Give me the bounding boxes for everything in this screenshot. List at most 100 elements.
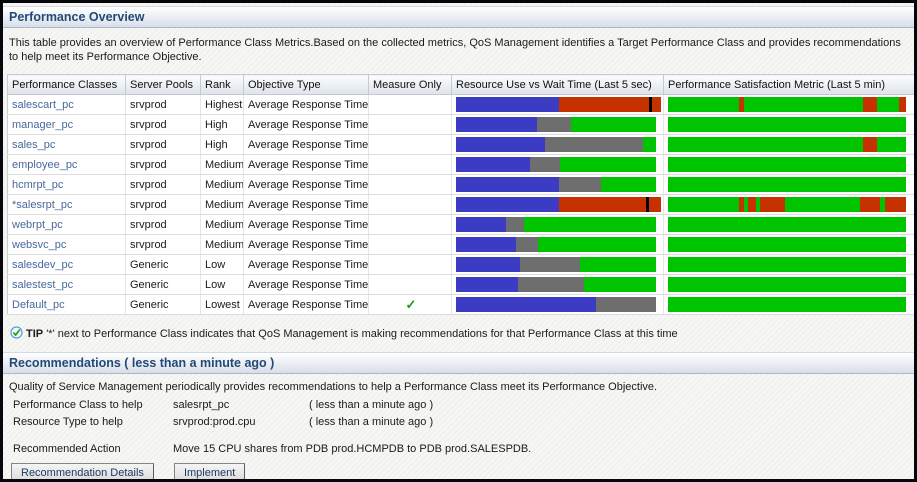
resource-use-cell [451, 234, 664, 255]
blue-bar-segment [456, 97, 559, 112]
measure-only-cell [368, 174, 452, 195]
col-header-performance-classes[interactable]: Performance Classes [7, 74, 126, 95]
green-bar-segment [744, 97, 864, 112]
red-bar-segment [558, 197, 647, 212]
performance-overview-header: Performance Overview [3, 6, 914, 28]
green-bar-segment [784, 197, 860, 212]
measure-only-cell: ✓ [368, 294, 452, 315]
green-bar-segment [580, 257, 656, 272]
overview-description: This table provides an overview of Perfo… [9, 37, 901, 63]
rank-cell: High [200, 134, 244, 155]
satisfaction-metric-cell [663, 214, 914, 235]
performance-class-link[interactable]: hcmrpt_pc [12, 178, 64, 191]
col-header-measure-only[interactable]: Measure Only [368, 74, 452, 95]
resource-use-bar [456, 117, 661, 132]
red-bar-segment [884, 197, 907, 212]
gray-bar-segment [516, 237, 538, 252]
green-bar-segment [668, 217, 906, 232]
performance-class-link[interactable]: websvc_pc [12, 238, 67, 251]
green-bar-segment [668, 177, 906, 192]
recommendation-details-button[interactable]: Recommendation Details [11, 463, 154, 479]
satisfaction-metric-bar [668, 197, 913, 212]
satisfaction-metric-bar [668, 297, 913, 312]
performance-class-link[interactable]: Default_pc [12, 298, 65, 311]
performance-class-link[interactable]: salescart_pc [12, 98, 74, 111]
rank-cell: Medium [200, 234, 244, 255]
resource-use-bar [456, 277, 661, 292]
resource-use-bar [456, 217, 661, 232]
black-bar-segment [649, 97, 653, 112]
col-header-satisfaction-metric[interactable]: Performance Satisfaction Metric (Last 5 … [663, 74, 914, 95]
rank-cell: Medium [200, 214, 244, 235]
green-bar-segment [601, 177, 656, 192]
red-bar-segment [739, 97, 745, 112]
blue-bar-segment [456, 157, 530, 172]
performance-class-link[interactable]: salesdev_pc [12, 258, 74, 271]
col-header-server-pools[interactable]: Server Pools [125, 74, 201, 95]
satisfaction-metric-bar [668, 97, 913, 112]
server-pool-cell: srvprod [125, 174, 201, 195]
measure-only-cell [368, 94, 452, 115]
green-bar-segment [668, 117, 906, 132]
objective-type-cell: Average Response Time [243, 154, 369, 175]
satisfaction-metric-cell [663, 274, 914, 295]
red-bar-segment [759, 197, 785, 212]
blue-bar-segment [456, 297, 596, 312]
server-pool-cell: srvprod [125, 234, 201, 255]
performance-class-cell: sales_pc [7, 134, 126, 155]
resource-use-bar [456, 177, 661, 192]
gray-bar-segment [530, 157, 560, 172]
performance-class-link[interactable]: *salesrpt_pc [12, 198, 73, 211]
resource-use-cell [451, 214, 664, 235]
red-bar-segment [859, 197, 880, 212]
green-bar-segment [877, 137, 907, 152]
measure-only-cell [368, 134, 452, 155]
recommendation-buttons: Recommendation Details Implement [11, 463, 914, 479]
recommendations-title: Recommendations ( less than a minute ago… [9, 356, 275, 370]
performance-class-link[interactable]: employee_pc [12, 158, 78, 171]
measure-only-cell [368, 154, 452, 175]
satisfaction-metric-bar [668, 217, 913, 232]
recommendations-header: Recommendations ( less than a minute ago… [3, 352, 914, 374]
rank-cell: Highest [200, 94, 244, 115]
satisfaction-metric-cell [663, 254, 914, 275]
measure-only-cell [368, 114, 452, 135]
resource-use-bar [456, 157, 661, 172]
resource-use-cell [451, 154, 664, 175]
performance-class-link[interactable]: webrpt_pc [12, 218, 63, 231]
performance-class-link[interactable]: sales_pc [12, 138, 56, 151]
col-header-resource-use[interactable]: Resource Use vs Wait Time (Last 5 sec) [451, 74, 664, 95]
green-bar-segment [668, 157, 906, 172]
blue-bar-segment [456, 117, 537, 132]
rank-cell: Medium [200, 174, 244, 195]
gray-bar-segment [596, 297, 656, 312]
red-bar-segment [898, 97, 906, 112]
performance-class-to-help-value: salesrpt_pc [173, 399, 230, 411]
tip-label: TIP [26, 328, 44, 340]
green-bar-segment [668, 197, 740, 212]
satisfaction-metric-cell [663, 134, 914, 155]
resource-use-bar [456, 297, 661, 312]
col-header-rank[interactable]: Rank [200, 74, 244, 95]
table-row: hcmrpt_pc srvprod Medium Average Response T… [7, 174, 914, 195]
implement-button[interactable]: Implement [173, 463, 246, 479]
col-header-objective-type[interactable]: Objective Type [243, 74, 369, 95]
performance-class-link[interactable]: manager_pc [12, 118, 74, 131]
performance-class-cell: hcmrpt_pc [7, 174, 126, 195]
red-bar-segment [863, 97, 878, 112]
gray-bar-segment [559, 177, 601, 192]
green-bar-segment [524, 217, 656, 232]
satisfaction-metric-cell [663, 174, 914, 195]
objective-type-cell: Average Response Time [243, 214, 369, 235]
resource-type-to-help-label: Resource Type to help [13, 416, 123, 428]
performance-class-link[interactable]: salestest_pc [12, 278, 74, 291]
resource-use-cell [451, 194, 664, 215]
satisfaction-metric-bar [668, 117, 913, 132]
blue-bar-segment [456, 277, 518, 292]
objective-type-cell: Average Response Time [243, 254, 369, 275]
table-row: websvc_pc srvprod Medium Average Response T… [7, 234, 914, 255]
green-bar-segment [571, 117, 656, 132]
rank-cell: High [200, 114, 244, 135]
measure-only-cell [368, 194, 452, 215]
